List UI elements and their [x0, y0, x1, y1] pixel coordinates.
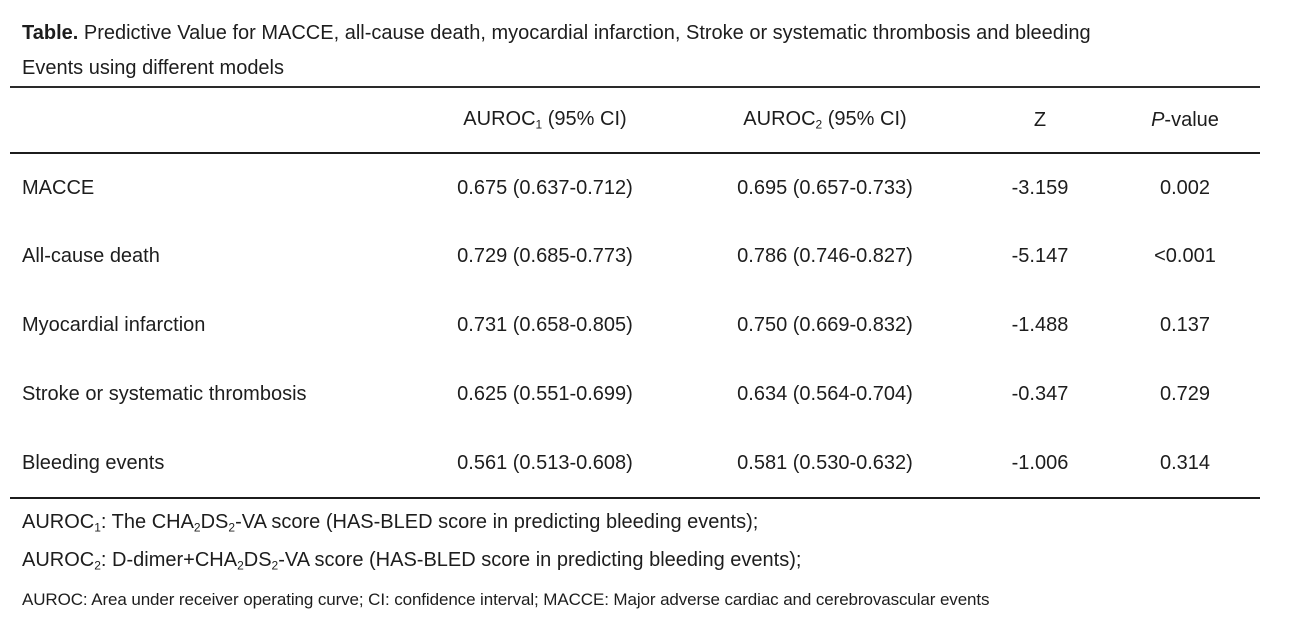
header-auroc1: AUROC1 (95% CI) [410, 86, 680, 154]
cell-auroc2: 0.695 (0.657-0.733) [737, 176, 913, 199]
table-row: Bleeding events 0.561 (0.513-0.608) 0.58… [10, 429, 1260, 499]
table-caption-line2: Events using different models [22, 57, 285, 79]
cell-outcome: Stroke or systematic thrombosis [22, 383, 307, 405]
header-z: Z [970, 86, 1110, 154]
cell-z: -1.006 [970, 429, 1110, 499]
cell-auroc1: 0.561 (0.513-0.608) [410, 429, 680, 499]
footnote-auroc1: AUROC1: The CHA2DS2-VA score (HAS-BLED s… [22, 511, 759, 535]
cell-outcome: MACCE [22, 176, 95, 199]
header-outcome [10, 86, 410, 154]
footnote-abbreviations: AUROC: Area under receiver operating cur… [22, 589, 990, 609]
footnote-auroc2: AUROC2: D-dimer+CHA2DS2-VA score (HAS-BL… [22, 549, 802, 573]
cell-auroc1: 0.625 (0.551-0.699) [457, 383, 633, 405]
cell-pvalue: <0.001 [1154, 245, 1216, 267]
cell-auroc2: 0.581 (0.530-0.632) [680, 429, 970, 499]
cell-auroc2: 0.750 (0.669-0.832) [737, 314, 913, 336]
cell-z: -0.347 [1011, 383, 1069, 405]
cell-outcome: Bleeding events [10, 429, 410, 499]
cell-auroc2: 0.786 (0.746-0.827) [737, 245, 913, 267]
cell-auroc1: 0.675 (0.637-0.712) [457, 176, 633, 199]
table-row: Stroke or systematic thrombosis 0.625 (0… [10, 360, 1260, 429]
cell-outcome: Myocardial infarction [22, 314, 206, 336]
header-pvalue: P-value [1110, 86, 1260, 154]
cell-auroc2: 0.634 (0.564-0.704) [737, 383, 913, 405]
table-row: All-cause death 0.729 (0.685-0.773) 0.78… [10, 222, 1260, 291]
header-row: AUROC1 (95% CI) AUROC2 (95% CI) Z P-valu… [10, 86, 1260, 154]
header-auroc2: AUROC2 (95% CI) [680, 86, 970, 154]
cell-pvalue: 0.314 [1110, 429, 1260, 499]
results-table: AUROC1 (95% CI) AUROC2 (95% CI) Z P-valu… [10, 86, 1260, 499]
table-caption-line1: Predictive Value for MACCE, all-cause de… [78, 22, 1091, 44]
table-row: Myocardial infarction 0.731 (0.658-0.805… [10, 291, 1260, 360]
table-footnotes: AUROC1: The CHA2DS2-VA score (HAS-BLED s… [22, 506, 1278, 616]
table-caption: Table. Predictive Value for MACCE, all-c… [22, 16, 1278, 86]
table-row: MACCE 0.675 (0.637-0.712) 0.695 (0.657-0… [10, 153, 1260, 222]
cell-pvalue: 0.002 [1159, 176, 1211, 199]
cell-pvalue: 0.729 [1159, 383, 1211, 405]
cell-auroc1: 0.731 (0.658-0.805) [457, 314, 633, 336]
cell-z: -1.488 [1011, 314, 1069, 336]
cell-outcome: All-cause death [22, 245, 160, 267]
cell-auroc1: 0.729 (0.685-0.773) [457, 245, 633, 267]
cell-z: -3.159 [1011, 176, 1069, 199]
cell-pvalue: 0.137 [1159, 314, 1211, 336]
cell-z: -5.147 [1011, 245, 1069, 267]
table-caption-label: Table. [22, 22, 79, 44]
